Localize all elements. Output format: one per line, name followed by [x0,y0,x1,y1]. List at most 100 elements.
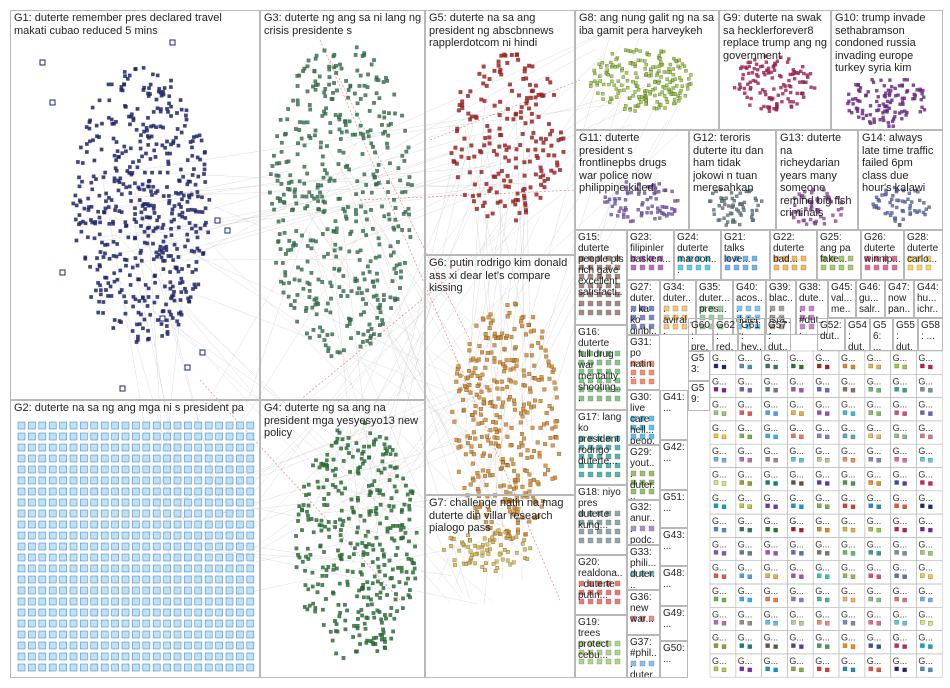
g1-node [202,223,207,228]
g3-node [294,229,299,233]
highlight-edge [199,379,401,601]
g1-node [158,244,163,249]
graph-edge [340,121,518,473]
g3-node [281,290,286,295]
g1-node [184,108,189,113]
g1-node [150,193,154,197]
g3-node [359,204,363,209]
small-group-node [713,643,719,648]
g1-node [140,154,144,159]
g1-node [161,194,166,198]
small-group-node [747,458,752,463]
small-group-node [739,666,744,672]
g3-node [325,227,330,232]
graph-edge [119,281,493,602]
g3-node [308,107,313,112]
group-label-g37: G37: #phil... duter... [630,637,657,678]
g3-node [307,103,312,107]
graph-edge [201,226,307,538]
g3-node [342,348,346,353]
g3-node [318,145,323,150]
g3-node [295,98,300,103]
g1-node [137,198,142,202]
small-group-node [747,597,752,603]
small-group-node [799,458,804,463]
small-group-label: G... [918,446,933,456]
small-group-label: G... [789,423,804,433]
g1-node [137,299,142,303]
g3-node [307,288,312,293]
graph-edge [193,496,384,534]
g1-node [155,318,160,322]
g1-node [155,73,160,78]
g1-node [193,223,198,228]
small-group-node [902,434,907,440]
g1-node [161,239,166,244]
g1-node [125,76,130,81]
small-group-node [902,527,907,533]
small-group-node [868,573,873,578]
g1-node [122,294,127,299]
g3-node [355,101,360,106]
g3-node [324,308,329,313]
small-group-label: G... [918,609,933,619]
g3-node [410,183,414,187]
small-group-label: G... [867,400,882,410]
small-group-label: G... [789,656,804,666]
g3-node [276,239,281,243]
g1-node [123,300,128,304]
g3-node [381,293,386,297]
small-group-label: G... [893,423,908,433]
g1-node [82,206,87,211]
g1-node [143,207,147,211]
g1-node [101,175,106,180]
g3-node [386,133,391,138]
small-group-node [773,551,778,556]
g1-node [92,236,97,241]
g1-node [169,254,173,258]
small-group-node [928,527,933,533]
g1-node [145,304,150,308]
small-group-node [713,550,719,555]
g3-node [386,190,390,194]
g1-node [153,191,158,195]
small-group-node [713,363,719,369]
g3-node [320,280,325,284]
g3-node [305,204,310,208]
small-group-label: G... [841,539,856,549]
g1-node [202,172,206,176]
g1-node [170,211,174,216]
g3-node [278,199,282,204]
g3-node [367,269,372,274]
small-group-node [791,526,796,532]
small-group-node [799,481,804,486]
graph-edge [114,217,490,394]
small-group-node [868,526,873,532]
g1-node [176,225,181,230]
graph-edge [320,44,622,482]
g1-node [162,86,167,90]
g3-node [324,106,328,111]
graph-edge [171,173,467,188]
small-group-node [817,666,822,672]
small-group-node [842,363,848,369]
g1-node [123,74,127,79]
small-group-node [713,620,719,625]
group-panel-g53: G53: ... [688,351,710,381]
group-label-g60: G60: pre... [691,320,710,351]
small-group-node [928,411,933,416]
small-group-label: G... [867,470,882,480]
small-group-node [799,551,804,556]
g3-node [329,296,333,301]
g1-node [135,263,140,268]
g1-node [84,125,89,129]
g1-node [184,113,188,118]
g3-node [270,164,275,168]
g3-node [307,295,312,299]
group-panel-g15: G15: duterte people pls rich gave excell… [575,230,627,325]
g1-node [182,123,187,128]
g1-node [196,174,201,179]
small-group-label: G... [738,493,753,503]
small-group-node [902,644,907,649]
g3-node [289,303,293,307]
